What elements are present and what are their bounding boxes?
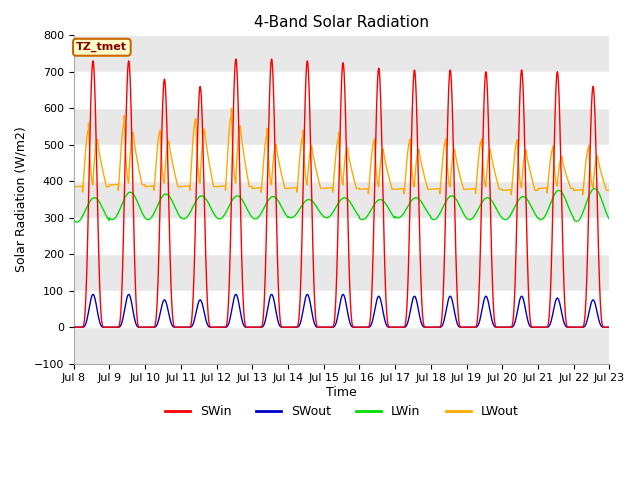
SWout (134, 324, 141, 329)
SWout (89, 291, 97, 297)
LWin (605, 216, 613, 222)
LWout (70, 184, 77, 190)
LWin (70, 217, 77, 223)
LWin (104, 215, 111, 221)
SWout (134, 324, 142, 330)
SWin (605, 324, 613, 330)
SWout (237, 309, 244, 314)
Line: SWin: SWin (74, 59, 609, 327)
Text: TZ_tmet: TZ_tmet (76, 42, 127, 52)
SWout (605, 324, 613, 330)
Title: 4-Band Solar Radiation: 4-Band Solar Radiation (254, 15, 429, 30)
Bar (74, 254, 609, 291)
LWout (228, 106, 236, 111)
Line: SWout: SWout (74, 294, 609, 327)
LWout (605, 188, 613, 193)
SWout (484, 296, 492, 302)
LWout (104, 184, 111, 190)
SWin (134, 318, 141, 324)
SWout (70, 324, 77, 330)
SWin (232, 56, 240, 62)
Y-axis label: Solar Radiation (W/m2): Solar Radiation (W/m2) (15, 127, 28, 273)
SWout (440, 318, 448, 324)
LWin (237, 194, 244, 200)
LWout (508, 192, 515, 198)
LWin (484, 195, 492, 201)
LWout (134, 162, 142, 168)
LWin (134, 201, 142, 207)
SWin (237, 197, 244, 203)
LWout (237, 123, 244, 129)
Line: LWin: LWin (74, 189, 609, 222)
LWout (440, 145, 448, 151)
Bar (74, 181, 609, 218)
Bar (74, 327, 609, 364)
Bar (74, 108, 609, 145)
LWin (591, 186, 598, 192)
LWin (440, 203, 448, 208)
LWin (134, 199, 141, 205)
LWout (134, 158, 141, 164)
SWout (104, 324, 111, 330)
Line: LWout: LWout (74, 108, 609, 195)
SWin (104, 324, 111, 330)
X-axis label: Time: Time (326, 386, 357, 399)
LWin (73, 219, 81, 225)
SWin (440, 271, 448, 277)
SWin (484, 92, 492, 97)
Bar (74, 36, 609, 72)
SWin (70, 324, 77, 330)
Legend: SWin, SWout, LWin, LWout: SWin, SWout, LWin, LWout (159, 400, 524, 423)
LWout (484, 161, 492, 167)
SWin (134, 322, 142, 328)
